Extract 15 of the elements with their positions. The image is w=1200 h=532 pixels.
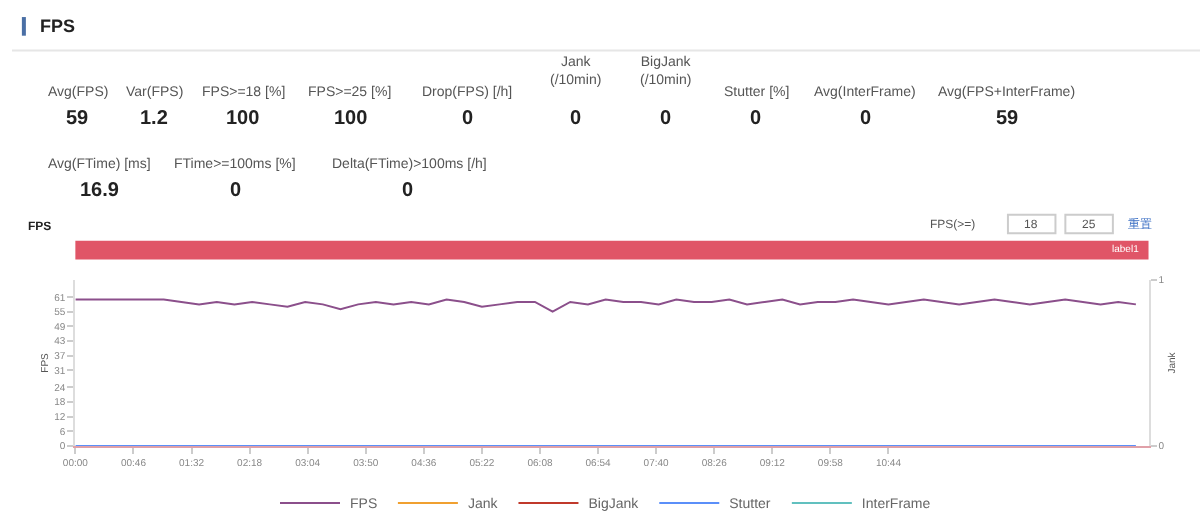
text: 0 [230,180,242,202]
text: 0 [570,108,582,130]
text: 0 [660,108,672,130]
text: 0 [402,180,414,202]
text: 16.9 [80,180,120,202]
line-series [75,298,1137,313]
text: FPS [40,16,76,36]
text: 0 [750,108,762,130]
text: 59 [66,108,90,130]
text: 59 [996,108,1020,130]
text: 100 [334,108,369,130]
text: 1.2 [140,108,169,130]
text: 100 [226,108,261,130]
text: 0 [860,108,872,130]
text: 0 [462,108,474,130]
